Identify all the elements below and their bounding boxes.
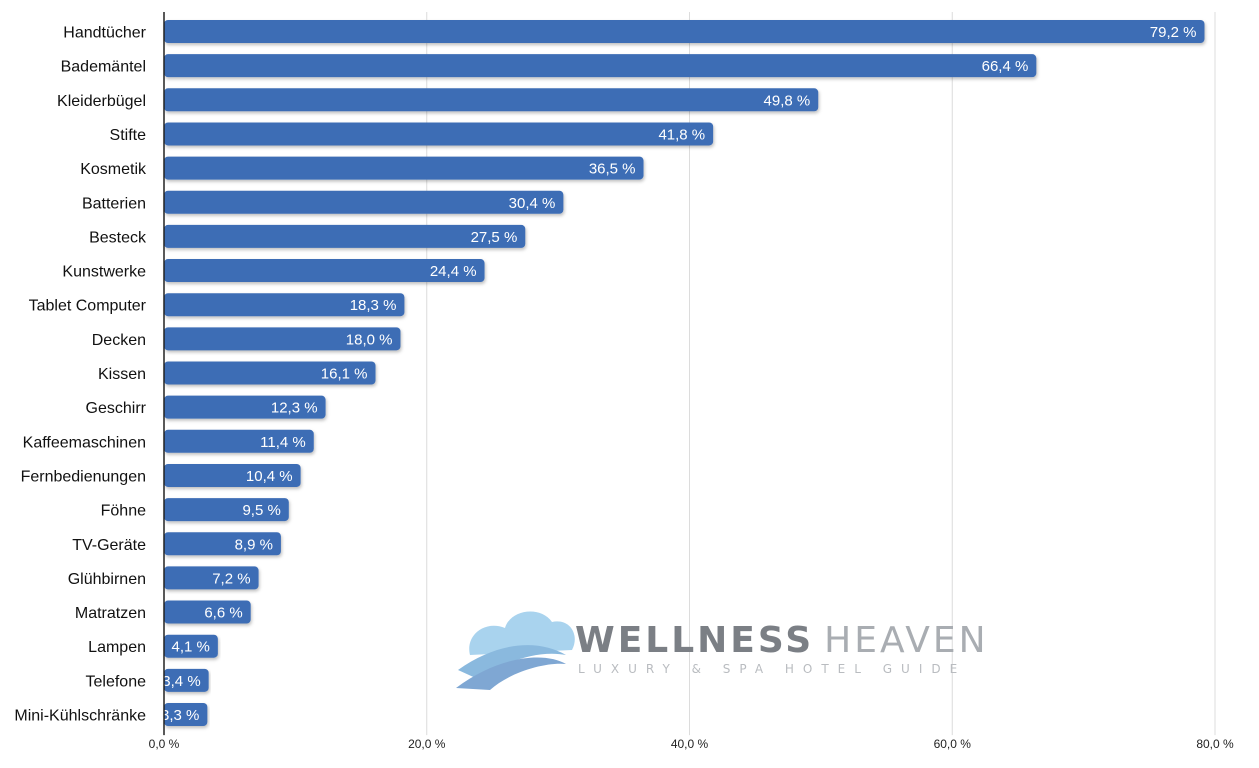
- cloud-wave-logo: [456, 611, 575, 690]
- category-label: Fernbedienungen: [21, 468, 146, 485]
- bar: [164, 327, 401, 351]
- watermark-title-a: WELLNESS: [575, 620, 814, 661]
- bars: 79,2 % 66,4 % 49,8 % 41,8 % 36,5 % 30,4 % 27,5…: [161, 20, 1205, 726]
- bar: [164, 532, 281, 556]
- bar: [164, 703, 208, 726]
- bar-value-label: 16,1 %: [321, 366, 368, 383]
- bar-value-label: 3,4 %: [162, 673, 200, 690]
- bar: [164, 600, 251, 624]
- bar-value-label: 4,1 %: [172, 639, 210, 656]
- bar: [164, 429, 314, 453]
- bar: [164, 156, 644, 180]
- category-label: Bademäntel: [61, 59, 146, 76]
- category-label: Kaffeemaschinen: [23, 434, 146, 451]
- bar: [164, 224, 526, 248]
- bar-value-label: 3,3 %: [161, 707, 199, 724]
- bar-value-label: 18,0 %: [346, 331, 393, 348]
- bar-value-label: 30,4 %: [509, 195, 556, 212]
- bar: [164, 668, 209, 692]
- bar-value-label: 18,3 %: [350, 297, 397, 314]
- category-label: TV-Geräte: [72, 537, 146, 554]
- bar-value-label: 36,5 %: [589, 161, 636, 178]
- category-label: Kosmetik: [80, 161, 147, 178]
- category-label: Geschirr: [86, 400, 147, 417]
- category-label: Tablet Computer: [29, 298, 147, 315]
- bar: [164, 463, 301, 487]
- bar-value-label: 49,8 %: [764, 92, 811, 109]
- bar-value-label: 24,4 %: [430, 263, 477, 280]
- category-label: Föhne: [101, 503, 146, 520]
- bar: [164, 566, 259, 590]
- bar: [164, 259, 485, 283]
- bar: [164, 122, 714, 146]
- watermark-title-b: HEAVEN: [824, 620, 988, 661]
- bar-value-label: 9,5 %: [242, 502, 280, 519]
- bar-value-label: 12,3 %: [271, 400, 318, 417]
- bar: [164, 395, 326, 419]
- category-label: Stifte: [110, 127, 147, 144]
- category-label: Mini-Kühlschränke: [14, 708, 146, 725]
- bar: [164, 190, 564, 214]
- category-label: Kleiderbügel: [57, 93, 146, 110]
- category-labels: Handtücher Bademäntel Kleiderbügel Stifte Ko…: [14, 25, 147, 725]
- bar-value-label: 8,9 %: [235, 536, 273, 553]
- x-tick-label: 20,0 %: [408, 737, 446, 751]
- category-label: Batterien: [82, 195, 146, 212]
- bar: [164, 20, 1205, 43]
- bar-value-label: 7,2 %: [212, 570, 250, 587]
- bar-value-label: 79,2 %: [1150, 24, 1197, 41]
- category-label: Decken: [92, 332, 146, 349]
- bar: [164, 54, 1037, 78]
- watermark: WELLNESS HEAVEN LUXURY & SPA HOTEL GUIDE: [456, 611, 989, 690]
- x-tick-label: 80,0 %: [1196, 737, 1234, 751]
- category-label: Kissen: [98, 366, 146, 383]
- bar-value-label: 10,4 %: [246, 468, 293, 485]
- bar-value-label: 66,4 %: [982, 58, 1029, 75]
- category-label: Besteck: [89, 229, 147, 246]
- bar-value-label: 6,6 %: [204, 605, 242, 622]
- bar: [164, 634, 218, 658]
- bar-value-label: 11,4 %: [260, 434, 306, 451]
- category-label: Handtücher: [63, 25, 146, 42]
- watermark-subtitle: LUXURY & SPA HOTEL GUIDE: [578, 662, 966, 676]
- bar-value-label: 41,8 %: [658, 126, 705, 143]
- bar-value-label: 27,5 %: [471, 229, 518, 246]
- x-tick-label: 0,0 %: [149, 737, 180, 751]
- bar: [164, 293, 405, 317]
- bar: [164, 361, 376, 385]
- category-label: Kunstwerke: [62, 264, 146, 281]
- bar: [164, 498, 289, 522]
- x-tick-label: 60,0 %: [934, 737, 972, 751]
- category-label: Lampen: [88, 639, 146, 656]
- category-label: Matratzen: [75, 605, 146, 622]
- category-label: Telefone: [86, 673, 147, 690]
- bar: [164, 88, 819, 112]
- x-axis-ticks: 0,0 % 20,0 % 40,0 % 60,0 % 80,0 %: [149, 737, 1234, 751]
- x-tick-label: 40,0 %: [671, 737, 709, 751]
- category-label: Glühbirnen: [68, 571, 146, 588]
